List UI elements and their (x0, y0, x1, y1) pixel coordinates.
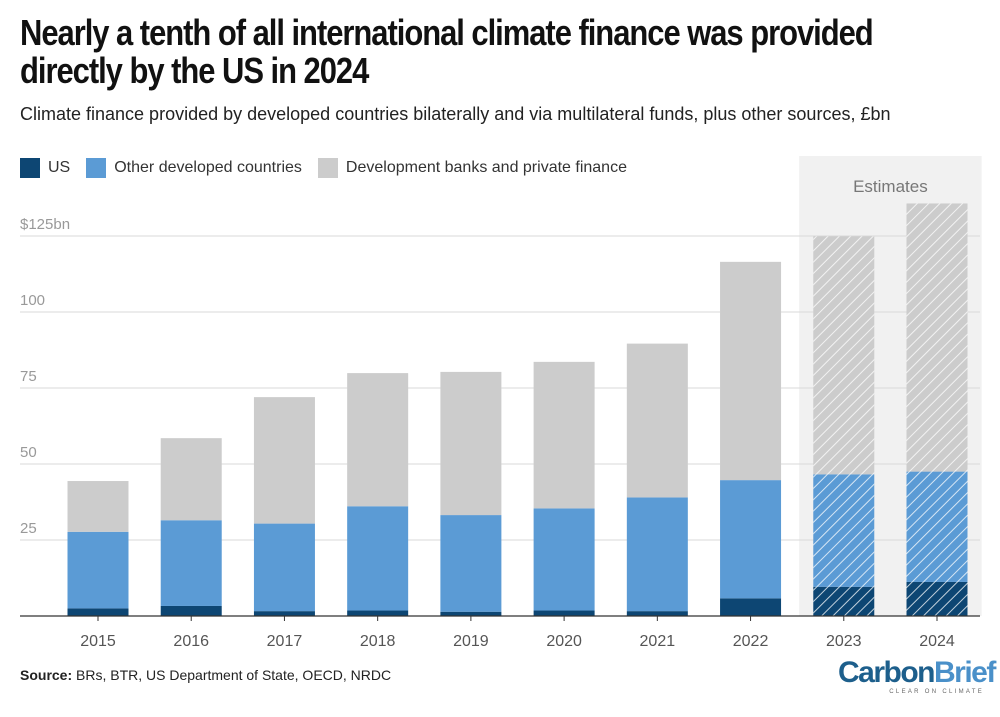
chart-subtitle: Climate finance provided by developed co… (20, 104, 891, 124)
bar-banks-private-2016 (160, 438, 222, 521)
bar-other-developed-2022 (720, 480, 782, 599)
bar-hatch-us-2024 (906, 581, 968, 616)
bar-hatch-us-2023 (813, 586, 875, 616)
legend-label-us: US (48, 159, 71, 176)
y-tick-label-100: 100 (20, 292, 45, 309)
legend-item-other-developed: Other developed countries (86, 158, 302, 178)
bar-us-2020 (533, 610, 595, 616)
logo-word-carbon: Carbon (838, 656, 936, 689)
legend-item-banks-private: Development banks and private finance (317, 158, 627, 178)
legend-swatch-us (20, 158, 40, 178)
bar-other-developed-2018 (347, 506, 409, 611)
legend-swatch-banks-private (317, 158, 338, 178)
logo-tagline: CLEAR ON CLIMATE (889, 689, 984, 695)
bar-hatch-banks-private-2023 (813, 236, 875, 475)
bar-us-2019 (440, 611, 502, 616)
x-tick-label-2022: 2022 (733, 633, 769, 650)
x-tick-label-2019: 2019 (453, 633, 489, 650)
bar-us-2016 (160, 605, 222, 616)
bar-us-2017 (253, 611, 315, 616)
bar-hatch-banks-private-2024 (906, 203, 968, 472)
bar-hatch-other-developed-2024 (906, 471, 968, 582)
bar-banks-private-2020 (533, 361, 595, 509)
logo-word-brief: Brief (934, 656, 996, 689)
bar-banks-private-2015 (67, 481, 129, 532)
x-tick-label-2023: 2023 (826, 633, 862, 650)
x-tick-label-2015: 2015 (80, 633, 116, 650)
x-tick-label-2016: 2016 (173, 633, 209, 650)
bar-other-developed-2019 (440, 515, 502, 612)
bar-other-developed-2017 (253, 523, 315, 612)
bar-hatch-other-developed-2023 (813, 474, 875, 587)
bar-banks-private-2019 (440, 371, 502, 516)
bar-other-developed-2021 (626, 497, 688, 612)
bar-us-2015 (67, 608, 129, 616)
y-tick-label-125: $125bn (20, 216, 70, 233)
bar-us-2022 (720, 598, 782, 616)
x-tick-label-2024: 2024 (919, 633, 955, 650)
legend-label-banks-private: Development banks and private finance (345, 159, 627, 176)
y-tick-label-50: 50 (20, 444, 37, 461)
source-text: BRs, BTR, US Department of State, OECD, … (72, 667, 392, 683)
estimates-label: Estimates (853, 177, 928, 196)
legend-item-us: US (20, 158, 70, 178)
source-label: Source: (20, 667, 73, 683)
chart-legend: US Other developed countries Development… (20, 158, 643, 178)
bar-us-2021 (626, 611, 688, 616)
bar-banks-private-2021 (626, 343, 688, 498)
y-tick-label-75: 75 (20, 368, 37, 385)
x-tick-label-2017: 2017 (267, 633, 303, 650)
x-tick-label-2018: 2018 (360, 633, 396, 650)
x-tick-label-2020: 2020 (546, 633, 582, 650)
chart-title: Nearly a tenth of all international clim… (20, 12, 874, 91)
bar-us-2018 (347, 610, 409, 616)
bar-banks-private-2017 (253, 397, 315, 524)
chart-title-line-1: Nearly a tenth of all international clim… (20, 12, 874, 53)
bar-other-developed-2020 (533, 508, 595, 611)
bar-banks-private-2018 (347, 373, 409, 507)
source-note: Source: BRs, BTR, US Department of State… (20, 667, 391, 683)
bar-banks-private-2022 (720, 261, 782, 481)
y-tick-label-25: 25 (20, 520, 37, 537)
bar-other-developed-2015 (67, 531, 129, 609)
carbon-brief-logo: CarbonBrief CLEAR ON CLIMATE (838, 656, 996, 696)
bar-other-developed-2016 (160, 520, 222, 606)
x-tick-label-2021: 2021 (640, 633, 676, 650)
legend-label-other-developed: Other developed countries (114, 159, 302, 176)
chart-title-line-2: directly by the US in 2024 (20, 50, 369, 91)
legend-swatch-other-developed (86, 158, 107, 178)
